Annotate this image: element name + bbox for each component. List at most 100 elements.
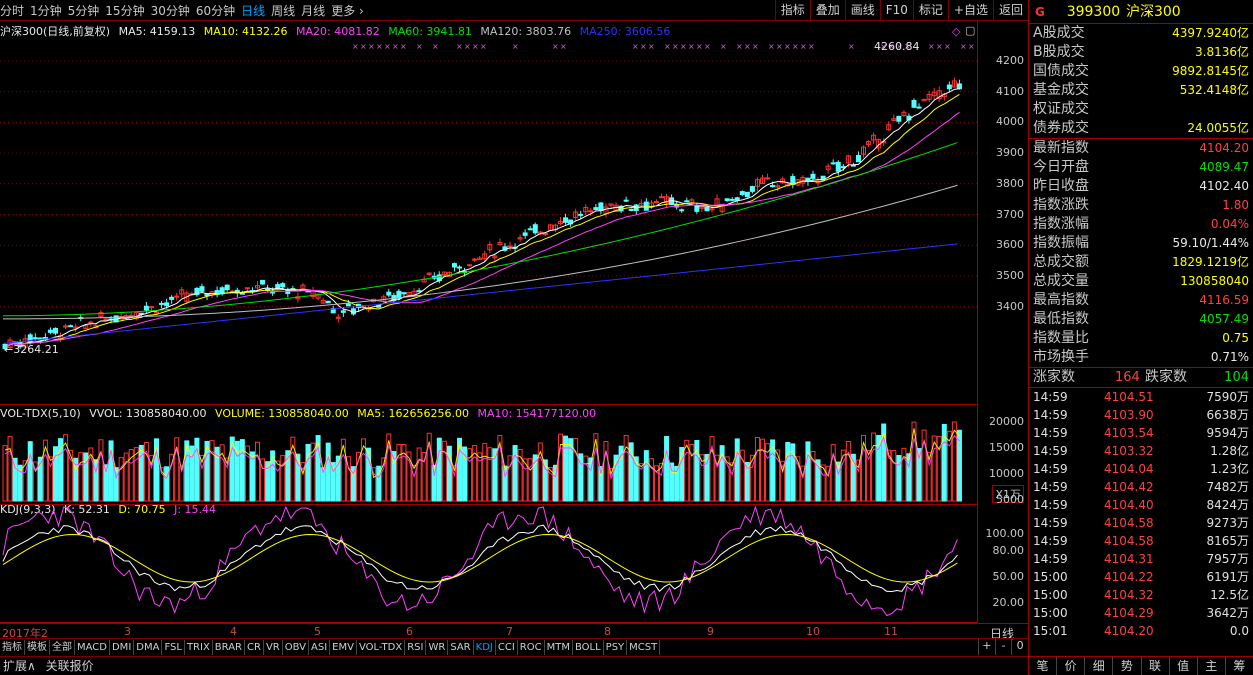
svg-text:×: × [696, 42, 703, 51]
tick-volume: 7957万 [1206, 552, 1249, 566]
indicator-tab-obv[interactable]: OBV [283, 640, 309, 655]
period-tab-8[interactable]: 月线 [301, 4, 326, 18]
indicator-tab-trix[interactable]: TRIX [185, 640, 213, 655]
ma60-value: MA60: 3941.81 [388, 25, 472, 38]
indicator-tabs: 指标 模板 全部 MACD DMI DMA FSL TRIX BRAR CR VR OBV ASI EMV… [0, 638, 1028, 655]
turnover-row: A股成交 4397.9240亿 [1029, 24, 1253, 43]
indicator-tab-emv[interactable]: EMV [330, 640, 357, 655]
indicator-tab-dmi[interactable]: DMI [110, 640, 135, 655]
up-count: 164 [1115, 370, 1140, 385]
svg-text:×: × [560, 42, 567, 51]
indicator-tab-cr[interactable]: CR [245, 640, 264, 655]
indicator-tab-vol-tdx[interactable]: VOL-TDX [357, 640, 406, 655]
tool-button-1[interactable]: 叠加 [809, 0, 845, 21]
ma10-value: MA10: 4132.26 [203, 25, 288, 38]
indicator-tab-asi[interactable]: ASI [309, 640, 331, 655]
period-tab-5[interactable]: 60分钟 [195, 4, 236, 18]
period-tab-0[interactable]: 分时 [0, 4, 25, 18]
indicator-tab-wr[interactable]: WR [426, 640, 449, 655]
period-tab-4[interactable]: 30分钟 [150, 4, 190, 18]
price-chart-panel[interactable]: 沪深300(日线,前复权) MA5: 4159.13 MA10: 4132.26… [0, 21, 978, 405]
panel-tab-6[interactable]: 主 [1198, 657, 1226, 675]
indicator-tab-fsl[interactable]: FSL [162, 640, 185, 655]
indicator-tab-模板[interactable]: 模板 [25, 640, 50, 655]
zoom-button-1[interactable]: - [994, 639, 1012, 655]
indicator-tab-sar[interactable]: SAR [448, 640, 474, 655]
tick-price: 4104.22 [1104, 570, 1154, 584]
turnover-value: 9892.8145亿 [1172, 64, 1249, 78]
indicator-tab-macd[interactable]: MACD [75, 640, 110, 655]
stock-flag-icon: G [1035, 5, 1045, 19]
vol-ma10-value: MA10: 154177120.00 [477, 407, 597, 420]
quote-row: 今日开盘 4089.47 [1029, 158, 1253, 177]
diamond-icon[interactable]: ◇ [952, 25, 961, 38]
turnover-row: 国债成交 9892.8145亿 [1029, 62, 1253, 81]
indicator-tab-psy[interactable]: PSY [604, 640, 628, 655]
indicator-tab-rsi[interactable]: RSI [405, 640, 427, 655]
tool-button-3[interactable]: F10 [879, 0, 913, 21]
price-legend: 沪深300(日线,前复权) MA5: 4159.13 MA10: 4132.26… [0, 23, 675, 39]
indicator-tab-boll[interactable]: BOLL [573, 640, 604, 655]
quote-label: 指数量比 [1033, 330, 1089, 346]
panel-tab-3[interactable]: 势 [1113, 657, 1142, 675]
tick-time: 14:59 [1033, 480, 1068, 494]
turnover-label: 基金成交 [1033, 82, 1089, 98]
period-tab-9[interactable]: 更多 › [331, 4, 364, 18]
zoom-button-2[interactable]: 0 [1011, 639, 1028, 655]
period-tabs: 分时 1分钟 5分钟 15分钟 30分钟 60分钟 日线 周线 月线 更多 › [0, 2, 370, 19]
tick-list[interactable]: 14:59 4104.51 7590万 14:59 4103.90 6638万 14:59 4… [1029, 388, 1253, 640]
svg-text:×: × [896, 42, 903, 51]
quote-row: 市场换手 0.71% [1029, 348, 1253, 367]
volume-tick-0: 20000 [989, 415, 1024, 428]
tool-button-6[interactable]: 返回 [992, 0, 1028, 21]
indicator-tab-mcst[interactable]: MCST [627, 640, 661, 655]
period-tab-7[interactable]: 周线 [271, 4, 296, 18]
indicator-tab-brar[interactable]: BRAR [213, 640, 245, 655]
indicator-tab-roc[interactable]: ROC [518, 640, 545, 655]
ma120-value: MA120: 3803.76 [480, 25, 572, 38]
window-icon[interactable]: ▢ [965, 24, 976, 37]
panel-tab-2[interactable]: 细 [1085, 657, 1114, 675]
period-tab-1[interactable]: 1分钟 [30, 4, 62, 18]
indicator-tab-dma[interactable]: DMA [134, 640, 163, 655]
period-tab-6[interactable]: 日线 [241, 4, 266, 18]
tick-row: 14:59 4104.31 7957万 [1029, 550, 1253, 568]
tick-time: 14:59 [1033, 444, 1068, 458]
date-tick-3: 5 [314, 625, 321, 638]
tool-button-4[interactable]: 标记 [912, 0, 948, 21]
panel-tab-7[interactable]: 筹 [1226, 657, 1253, 675]
quote-label: 最新指数 [1033, 140, 1089, 156]
panel-tab-1[interactable]: 价 [1057, 657, 1086, 675]
expand-button[interactable]: 扩展∧ [3, 659, 36, 673]
date-tick-7: 9 [707, 625, 714, 638]
indicator-tab-kdj[interactable]: KDJ [474, 640, 496, 655]
zoom-button-0[interactable]: + [978, 639, 995, 655]
turnover-label: B股成交 [1033, 44, 1085, 60]
quote-row: 指数振幅 59.10/1.44% [1029, 234, 1253, 253]
related-quote-button[interactable]: 关联报价 [45, 659, 94, 673]
panel-tab-0[interactable]: 笔 [1029, 657, 1058, 675]
indicator-tab-全部[interactable]: 全部 [50, 640, 75, 655]
panel-tab-4[interactable]: 联 [1142, 657, 1170, 675]
kdj-j-value: J: 15.44 [174, 503, 217, 516]
period-tab-2[interactable]: 5分钟 [67, 4, 100, 18]
tool-button-2[interactable]: 画线 [844, 0, 880, 21]
quote-value: 59.10/1.44% [1172, 236, 1249, 250]
tick-volume: 7590万 [1206, 390, 1249, 404]
bottom-bar: 扩展∧ 关联报价 [0, 656, 1028, 675]
period-tab-3[interactable]: 15分钟 [105, 4, 145, 18]
volume-chart-panel[interactable]: VOL-TDX(5,10) VVOL: 130858040.00 VOLUME:… [0, 405, 978, 505]
indicator-tab-vr[interactable]: VR [264, 640, 283, 655]
quote-value: 0.75 [1222, 331, 1249, 345]
indicator-tab-cci[interactable]: CCI [496, 640, 518, 655]
turnover-value: 532.4148亿 [1179, 83, 1249, 97]
tick-volume: 9273万 [1206, 516, 1249, 530]
tick-price: 4104.51 [1104, 390, 1154, 404]
indicator-tab-指标[interactable]: 指标 [0, 640, 25, 655]
kdj-chart-panel[interactable]: KDJ(9,3,3) K: 52.31 D: 70.75 J: 15.44 [0, 503, 978, 623]
tool-button-5[interactable]: +自选 [947, 0, 993, 21]
panel-tab-5[interactable]: 值 [1170, 657, 1198, 675]
vol-ma5-value: MA5: 162656256.00 [357, 407, 469, 420]
tool-button-0[interactable]: 指标 [774, 0, 810, 21]
indicator-tab-mtm[interactable]: MTM [545, 640, 573, 655]
